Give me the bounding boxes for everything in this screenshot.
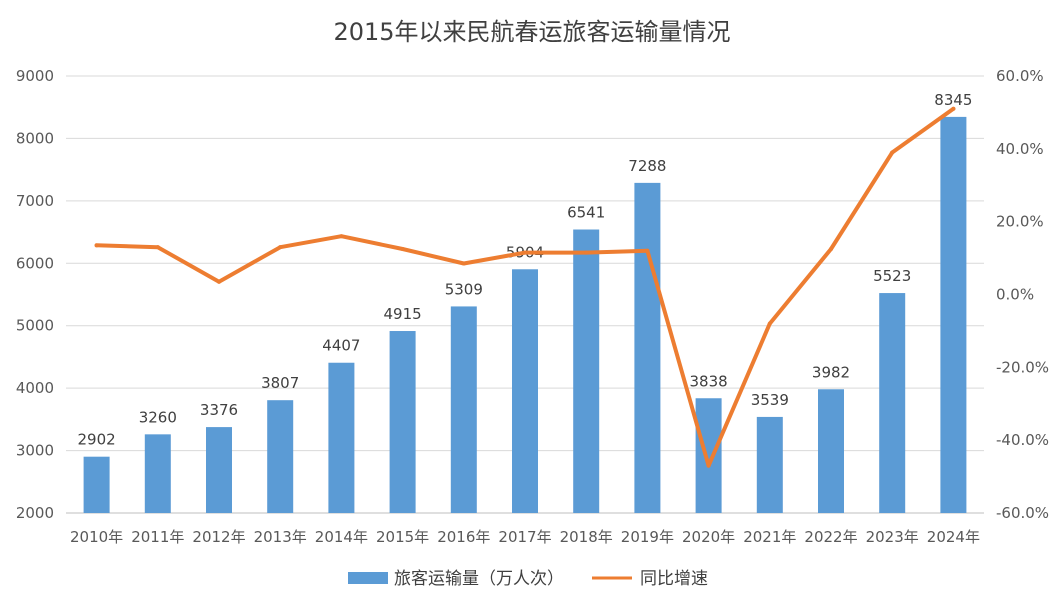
x-axis-tick-label: 2011年 [131,528,184,546]
left-axis-tick-label: 2000 [16,504,54,522]
bar [756,416,783,513]
line-point [155,245,160,250]
right-y-axis: -60.0% -40.0% -20.0% 0.0% 20.0% 40.0% 60.0% [996,67,1049,522]
x-axis-tick-label: 2022年 [804,528,857,546]
line-point [94,243,99,248]
x-axis-tick-label: 2014年 [315,528,368,546]
line-series [94,106,956,468]
left-axis-tick-label: 7000 [16,192,54,210]
bar [695,398,722,513]
legend: 旅客运输量（万人次） 同比增速 [348,569,708,589]
legend-label-line: 同比增速 [640,569,708,589]
x-axis-tick-label: 2013年 [254,528,307,546]
bar-data-label: 6541 [567,204,605,222]
right-axis-tick-label: 60.0% [996,67,1044,85]
line-point [400,246,405,251]
bar-data-label: 5523 [873,267,911,285]
right-axis-tick-label: 20.0% [996,213,1044,231]
line-point [767,321,772,326]
left-y-axis: 2000 3000 4000 5000 6000 7000 8000 9000 [16,67,54,522]
line-point [645,248,650,253]
bar-data-label: 4407 [322,337,360,355]
line-point [890,150,895,155]
bar [328,362,355,513]
left-axis-tick-label: 4000 [16,379,54,397]
bar-data-label: 3539 [751,391,789,409]
bar [818,389,844,513]
bar-data-label: 3838 [690,372,728,390]
bar [450,306,477,513]
bar [573,229,600,514]
bar [634,182,661,513]
bar-data-label: 7288 [628,157,666,175]
bar [83,456,110,513]
line-point [829,246,833,251]
x-axis-tick-label: 2020年 [682,528,735,546]
right-axis-tick-label: -60.0% [996,504,1049,522]
x-axis-tick-label: 2021年 [743,528,796,546]
right-axis-tick-label: -20.0% [996,358,1049,376]
x-axis-tick-label: 2024年 [927,528,980,546]
x-axis-tick-label: 2023年 [866,528,919,546]
right-axis-tick-label: 0.0% [996,286,1034,304]
bar [389,331,416,513]
x-axis-tick-label: 2018年 [560,528,613,546]
line-point [339,234,344,239]
bar-data-label: 2902 [78,431,116,449]
line-point [217,279,221,284]
left-axis-tick-label: 5000 [16,317,54,335]
bar-data-label: 3260 [139,408,177,426]
left-axis-tick-label: 9000 [16,67,54,85]
bar [940,116,967,513]
line-point [584,250,589,255]
bar-data-label: 5309 [445,280,483,298]
right-axis-tick-label: -40.0% [996,431,1049,449]
chart-title: 2015年以来民航春运旅客运输量情况 [333,18,730,46]
x-axis-tick-label: 2019年 [621,528,674,546]
bar [512,269,538,513]
line-point [951,106,956,111]
bar-data-label: 8345 [934,91,972,109]
bar [206,427,232,513]
line-point [461,261,466,266]
line-point [523,250,527,255]
left-axis-tick-label: 6000 [16,254,54,272]
line-point [706,463,711,468]
x-axis-tick-label: 2017年 [498,528,551,546]
bar-data-label: 3982 [812,363,850,381]
bar [267,400,294,513]
bar [144,434,171,513]
x-axis: 2010年 2011年 2012年 2013年 2014年 2015年 2016年 2017年… [70,528,980,546]
bar-data-label: 4915 [384,305,422,323]
x-axis-tick-label: 2016年 [437,528,490,546]
right-axis-tick-label: 40.0% [996,140,1044,158]
bar-data-label: 3376 [200,401,238,419]
bar-series: 2902326033763807440749155309590465417288… [78,91,972,514]
left-axis-tick-label: 3000 [16,442,54,460]
left-axis-tick-label: 8000 [16,129,54,147]
x-axis-tick-label: 2015年 [376,528,429,546]
bar-data-label: 3807 [261,374,299,392]
legend-label-bars: 旅客运输量（万人次） [394,569,564,589]
x-axis-tick-label: 2010年 [70,528,123,546]
legend-swatch-bars [348,572,388,584]
bar [879,293,906,513]
line-point [278,245,283,250]
x-axis-tick-label: 2012年 [192,528,245,546]
